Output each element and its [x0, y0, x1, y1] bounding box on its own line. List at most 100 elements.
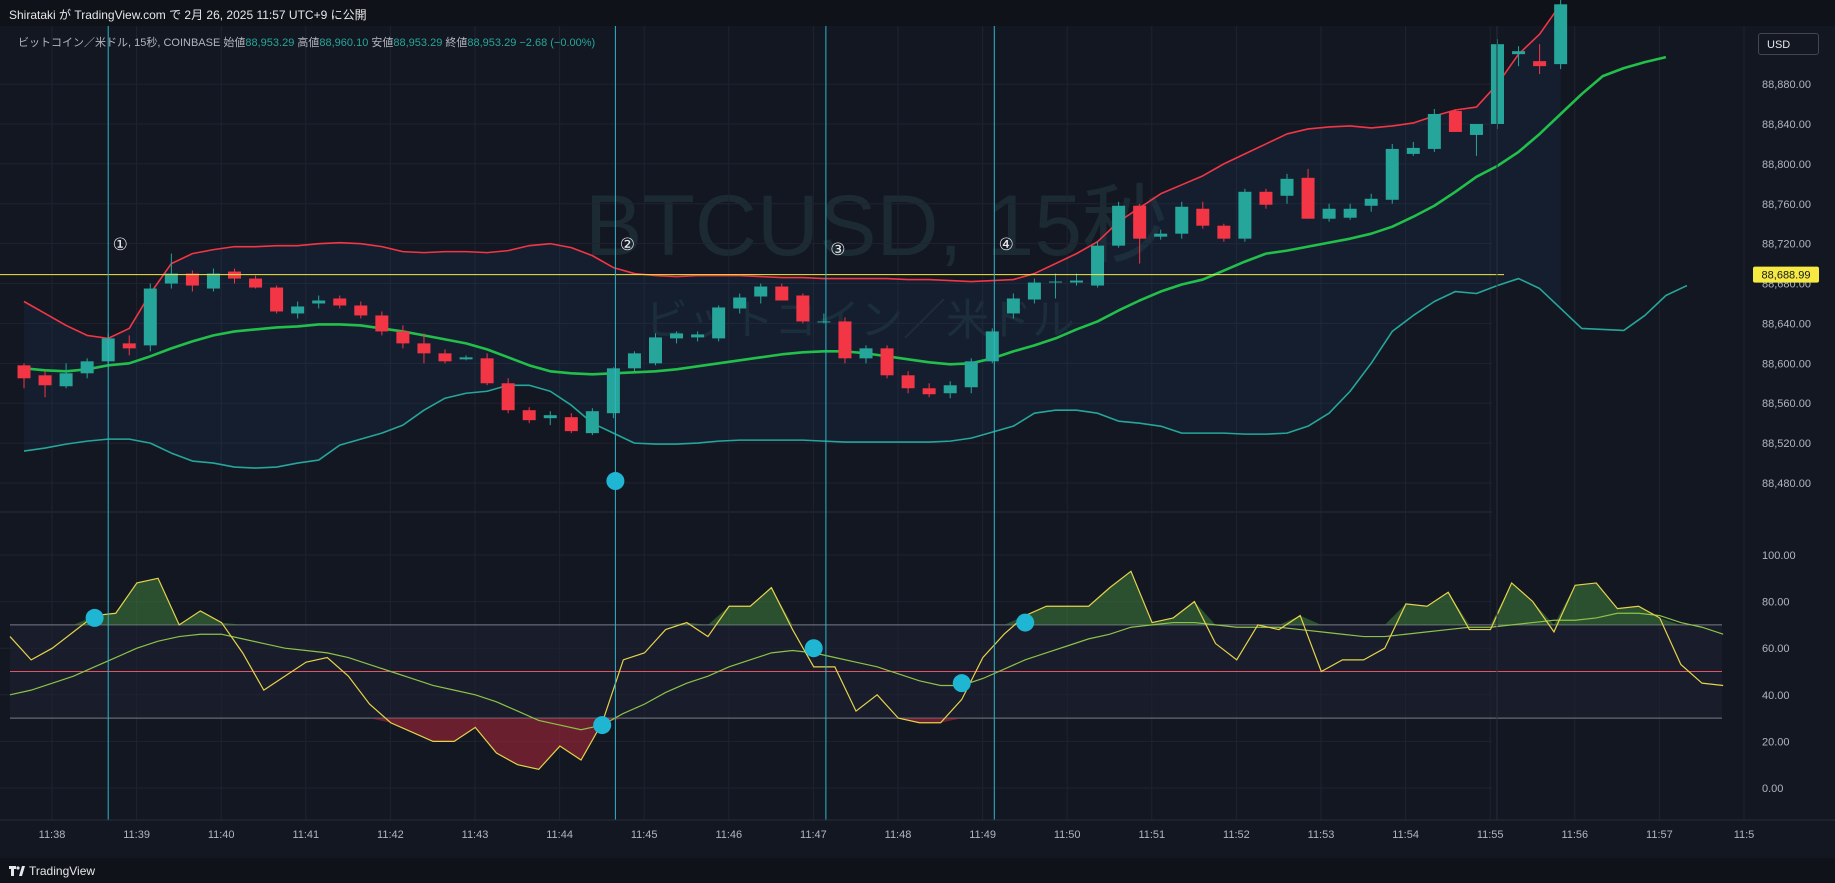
candle-body [1427, 114, 1441, 149]
rsi-tick-label: 0.00 [1762, 783, 1783, 795]
candle-body [1112, 205, 1126, 246]
candle-body [712, 307, 726, 339]
candle-body [880, 348, 894, 376]
price-tick-label: 88,640.00 [1762, 318, 1811, 330]
time-tick-label: 11:50 [1054, 829, 1081, 841]
price-tick-label: 88,520.00 [1762, 438, 1811, 450]
legend-close-label: 終値 [445, 37, 468, 49]
price-pane [0, 26, 1493, 512]
candle-body [1406, 147, 1420, 154]
currency-button[interactable]: USD [1758, 33, 1819, 55]
rsi-tick-label: 20.00 [1762, 736, 1790, 748]
annotation-label: ① [113, 235, 128, 255]
candle-body [291, 306, 305, 314]
candle-body [1512, 51, 1526, 55]
price-tick-label: 88,720.00 [1762, 239, 1811, 251]
candle-body [438, 353, 452, 362]
tradingview-brand[interactable]: TradingView [9, 864, 95, 878]
time-tick-label: 11:55 [1477, 829, 1504, 841]
time-tick-label: 11:43 [462, 829, 489, 841]
candle-body [17, 365, 31, 379]
rsi-ma-line [9, 612, 1724, 731]
candle-body [1385, 148, 1399, 200]
signal-dot [952, 674, 971, 693]
rsi-overbought-fill [73, 571, 1681, 625]
candle-body [859, 348, 873, 359]
candle-body [796, 295, 810, 322]
candle-body [1322, 208, 1336, 219]
candle-body [564, 417, 578, 432]
brand-label: TradingView [29, 864, 96, 878]
footer-bar: TradingView [0, 858, 1835, 883]
candle-body [901, 375, 915, 389]
candle-body [417, 343, 431, 354]
time-tick-label: 11:53 [1308, 829, 1335, 841]
candle-body [543, 415, 557, 419]
candle-body [627, 353, 641, 369]
candle-body [985, 331, 999, 362]
candle-body [1364, 198, 1378, 206]
time-tick-label: 11:51 [1138, 829, 1165, 841]
candle-body [1196, 208, 1210, 226]
signal-dot [1016, 613, 1035, 632]
annotation-label: ② [620, 235, 635, 255]
price-tick-label: 88,760.00 [1762, 199, 1811, 211]
price-tick-label: 88,880.00 [1762, 79, 1811, 91]
candle-body [270, 287, 284, 312]
candle-body [1469, 123, 1483, 135]
candle-body [333, 298, 347, 306]
candle-body [1217, 225, 1231, 239]
candle-body [775, 286, 789, 301]
rsi-line [9, 570, 1724, 771]
candle-body [649, 337, 662, 364]
price-tick-label: 88,480.00 [1762, 478, 1811, 490]
candle-body [164, 273, 178, 284]
price-tick-label: 88,800.00 [1762, 159, 1811, 171]
candle-body [817, 321, 831, 323]
candle-body [354, 305, 368, 316]
candle-body [459, 357, 473, 360]
time-tick-label: 11:40 [208, 829, 235, 841]
candle-body [38, 375, 52, 386]
time-tick-label: 11:54 [1392, 829, 1419, 841]
time-tick-label: 11:48 [885, 829, 912, 841]
candle-body [1133, 205, 1147, 239]
time-tick-label: 11:39 [123, 829, 150, 841]
candle-body [312, 300, 326, 304]
time-tick-label: 11:44 [546, 829, 573, 841]
time-tick-label: 11:5 [1734, 829, 1755, 841]
signal-dot [606, 472, 625, 491]
tradingview-logo-icon [9, 866, 25, 876]
candle-body [1027, 282, 1041, 300]
upper-band-line [23, 3, 1562, 340]
time-tick-label: 11:41 [292, 829, 319, 841]
candle-body [1006, 298, 1020, 314]
candle-body [59, 373, 73, 387]
price-level-label: 88,688.99 [1762, 270, 1811, 282]
time-tick-label: 11:47 [800, 829, 827, 841]
time-tick-label: 11:49 [969, 829, 996, 841]
signal-dot [85, 608, 104, 627]
price-tick-label: 88,560.00 [1762, 398, 1811, 410]
candle-body [691, 334, 705, 338]
price-tick-label: 88,600.00 [1762, 358, 1811, 370]
candle-body [1280, 178, 1294, 196]
candle-body [396, 331, 410, 344]
candle-body [1533, 61, 1547, 67]
candle-body [606, 368, 620, 414]
time-tick-label: 11:45 [631, 829, 658, 841]
candle-body [1070, 280, 1083, 283]
signal-dot [593, 716, 612, 735]
candle-body [1448, 111, 1462, 132]
candle-body [1154, 233, 1168, 237]
candle-body [1259, 191, 1273, 205]
legend-change: −2.68 (−0.00%) [519, 37, 596, 49]
candle-body [480, 358, 494, 384]
candle-body [585, 411, 599, 434]
legend-symbol: ビットコイン／米ドル, 15秒, COINBASE [18, 37, 221, 49]
legend-high-label: 高値 [297, 37, 320, 49]
legend-low-label: 安値 [371, 37, 394, 49]
legend-open-label: 始値 [223, 37, 246, 49]
legend-open: 88,953.29 [245, 37, 295, 49]
